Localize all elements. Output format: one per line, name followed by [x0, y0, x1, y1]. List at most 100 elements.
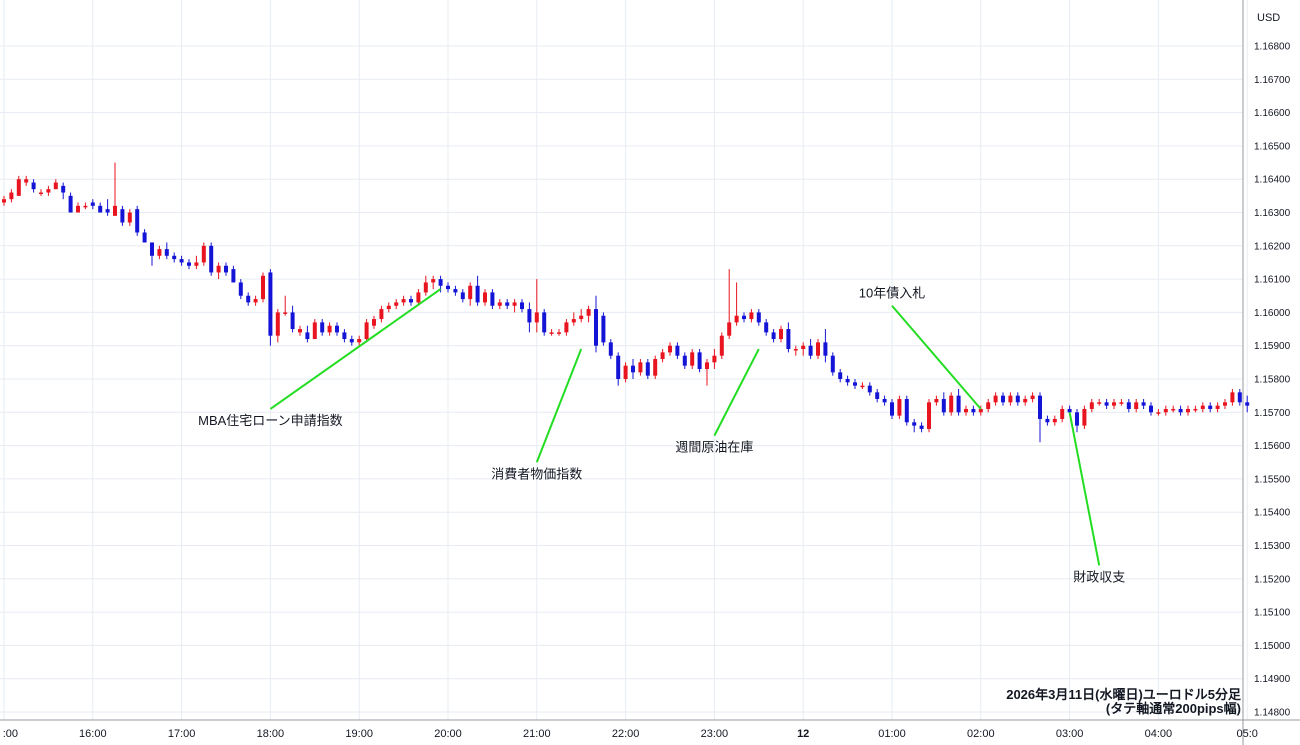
candle-body	[386, 305, 391, 310]
candle-body	[830, 355, 835, 373]
candle-body	[312, 322, 317, 340]
candle-body	[964, 408, 968, 413]
candle	[727, 269, 732, 340]
y-tick-label: 1.15700	[1254, 408, 1291, 419]
candle-body	[816, 342, 820, 356]
candle-body	[564, 322, 569, 333]
candle	[675, 342, 680, 360]
candle	[845, 375, 850, 386]
candle-body	[9, 192, 14, 200]
candle	[1015, 392, 1020, 406]
candle	[1245, 395, 1250, 413]
candle	[1038, 392, 1042, 443]
candle-body	[201, 245, 206, 263]
candle	[142, 229, 147, 243]
candle-body	[246, 295, 251, 303]
candle-body	[557, 332, 561, 334]
candle	[697, 349, 702, 373]
candle	[927, 398, 931, 433]
candle	[401, 295, 406, 306]
candle-body	[1008, 395, 1013, 403]
x-tick-label: 01:00	[878, 728, 906, 740]
candle	[594, 295, 598, 353]
candle	[764, 319, 769, 336]
candle-body	[453, 289, 458, 293]
candle-body	[860, 385, 865, 388]
candle-body	[690, 352, 695, 366]
candle	[1104, 398, 1109, 409]
candle-body	[623, 365, 628, 379]
candle-body	[320, 322, 325, 333]
x-tick-label: 03:00	[1056, 728, 1084, 740]
candle	[956, 388, 961, 416]
candle-body	[638, 362, 643, 373]
candle-body	[779, 329, 783, 340]
candle-body	[1023, 398, 1028, 403]
candle-body	[61, 185, 66, 193]
candle	[601, 312, 606, 346]
candle	[98, 202, 103, 213]
candle-body	[224, 265, 228, 273]
y-tick-label: 1.16200	[1254, 241, 1291, 252]
candle-body	[127, 212, 132, 223]
candle-body	[793, 349, 798, 351]
annotation-line	[269, 288, 442, 410]
candle	[919, 422, 924, 433]
x-tick-label: 04:00	[1145, 728, 1173, 740]
candle	[712, 349, 717, 370]
candle-body	[438, 279, 443, 286]
candle-body	[1215, 405, 1220, 409]
candle	[1112, 398, 1116, 409]
candle-body	[867, 385, 872, 393]
y-unit-label: USD	[1257, 12, 1280, 24]
candle	[512, 299, 517, 313]
x-tick-label: 16:00	[79, 728, 107, 740]
candle-body	[357, 339, 362, 343]
candle	[564, 319, 569, 336]
y-tick-label: 1.15400	[1254, 508, 1291, 519]
candle	[290, 305, 295, 333]
candle-body	[941, 398, 946, 413]
candle	[150, 242, 154, 266]
candle	[39, 189, 43, 196]
candle-body	[113, 205, 117, 216]
candle	[867, 382, 872, 396]
candle-body	[1186, 408, 1190, 413]
candle-body	[1067, 408, 1072, 413]
candle-body	[475, 285, 480, 303]
candle	[201, 242, 206, 266]
annotation-line	[891, 305, 982, 410]
candle-body	[446, 285, 450, 290]
y-tick-label: 1.15000	[1254, 641, 1291, 652]
candle-body	[1075, 412, 1079, 426]
candle-body	[512, 302, 517, 306]
candle-body	[978, 408, 983, 413]
candle	[549, 329, 554, 336]
candle	[890, 398, 894, 419]
candle	[853, 379, 857, 389]
candle-body	[460, 292, 465, 300]
candle	[534, 279, 539, 333]
y-tick-label: 1.16400	[1254, 175, 1291, 186]
candle-body	[76, 205, 80, 213]
candle	[468, 282, 473, 306]
candle	[964, 405, 968, 416]
annotation-label: 10年債入札	[859, 286, 925, 301]
candle	[734, 282, 739, 326]
y-tick-label: 1.16600	[1254, 108, 1291, 119]
candle	[357, 335, 362, 346]
candle-body	[919, 425, 924, 429]
candle	[1141, 398, 1146, 409]
candle	[719, 332, 724, 360]
candle	[742, 312, 746, 323]
candle-body	[135, 209, 140, 233]
candle-body	[786, 329, 791, 350]
candle-body	[24, 179, 29, 183]
candle-body	[238, 282, 243, 296]
candle-body	[845, 379, 850, 383]
annotation-label: 財政収支	[1073, 569, 1125, 584]
candle-body	[549, 332, 554, 334]
